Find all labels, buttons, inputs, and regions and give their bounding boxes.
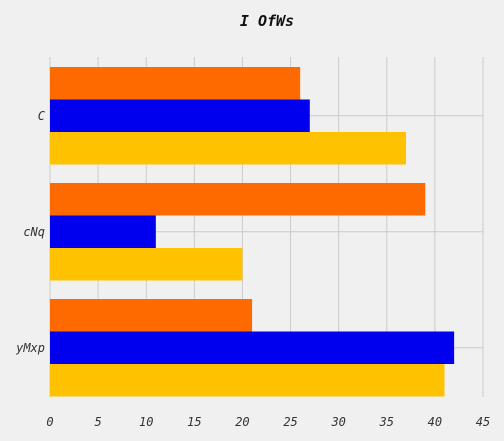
x-tick-label-9: 45: [476, 415, 490, 429]
bar-cNq-series-1: [50, 215, 156, 248]
category-label-2: yMxp: [15, 341, 45, 355]
bar-cNq-series-0: [50, 183, 426, 216]
x-tick-label-3: 15: [187, 415, 201, 429]
bars: [50, 67, 455, 397]
x-tick-label-8: 40: [428, 415, 442, 429]
x-tick-label-2: 10: [139, 415, 153, 429]
bar-yMxp-series-1: [50, 331, 455, 364]
x-tick-label-1: 5: [94, 415, 101, 429]
x-tick-label-7: 35: [379, 415, 394, 429]
bar-C-series-0: [50, 67, 301, 100]
x-axis-ticks: 0 5 10 15 20 25 30 35 40 45: [46, 415, 490, 429]
bar-yMxp-series-0: [50, 299, 253, 332]
x-tick-label-4: 20: [235, 415, 249, 429]
bar-cNq-series-2: [50, 248, 243, 281]
category-label-0: C: [38, 109, 46, 123]
x-tick-label-5: 25: [283, 415, 297, 429]
category-label-1: cNq: [23, 225, 45, 239]
bar-C-series-2: [50, 132, 407, 165]
x-tick-label-6: 30: [330, 415, 345, 429]
bar-yMxp-series-2: [50, 364, 445, 397]
bar-C-series-1: [50, 99, 310, 132]
x-tick-label-0: 0: [46, 415, 53, 429]
chart-title: I OfWs: [240, 12, 294, 30]
